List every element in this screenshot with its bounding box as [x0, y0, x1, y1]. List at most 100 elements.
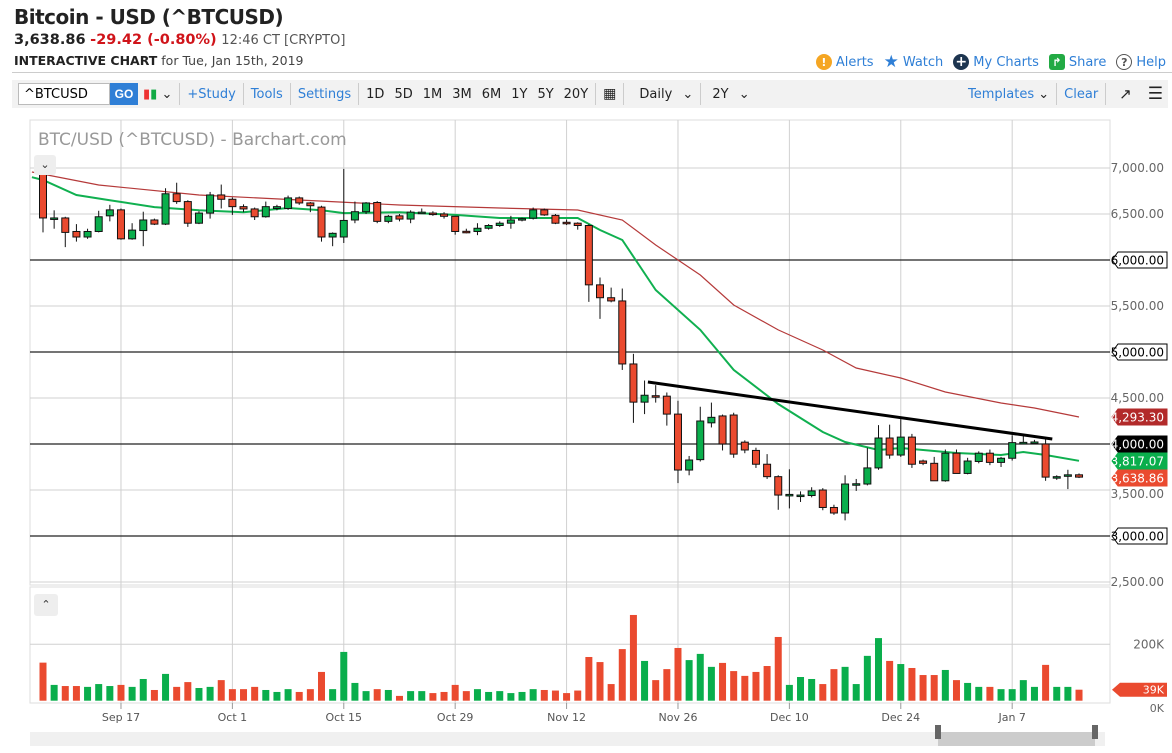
chart-type-dropdown[interactable]: ▮▮ ⌄	[138, 87, 177, 102]
range-5y[interactable]: 5Y	[537, 86, 554, 102]
collapse-price-pane-button[interactable]: ⌄	[34, 155, 56, 175]
volume-bar	[351, 682, 359, 701]
volume-bar	[629, 614, 637, 701]
share-label: Share	[1068, 54, 1107, 70]
candle-up	[94, 216, 103, 232]
help-button[interactable]: ? Help	[1116, 54, 1166, 70]
watch-button[interactable]: ★ Watch	[884, 52, 944, 72]
volume-bar	[574, 690, 582, 701]
candle-up	[785, 493, 794, 497]
y-tick-label: 3,500.00	[1111, 487, 1164, 501]
volume-bar	[429, 693, 437, 701]
y-tick-label: 4,500.00	[1111, 391, 1164, 405]
volume-bar	[919, 675, 927, 701]
volume-bar	[507, 693, 515, 701]
candle-up	[974, 452, 983, 462]
volume-bar	[808, 678, 816, 701]
x-tick-label: Jan 7	[997, 711, 1025, 724]
candle-down	[818, 489, 827, 508]
my-charts-button[interactable]: + My Charts	[953, 54, 1039, 70]
range-20y[interactable]: 20Y	[563, 86, 589, 102]
plus-circle-icon: +	[953, 54, 970, 70]
volume-bar	[39, 662, 47, 701]
volume-bar	[763, 666, 771, 701]
candle-down	[907, 436, 916, 465]
volume-bar	[362, 691, 370, 701]
candle-up	[874, 437, 883, 469]
candle-up	[1008, 442, 1017, 459]
range-1m[interactable]: 1M	[422, 86, 443, 102]
candle-up	[1019, 441, 1028, 445]
header-divider	[12, 72, 1172, 73]
alerts-button[interactable]: ! Alerts	[815, 54, 874, 70]
divider	[700, 83, 702, 105]
menu-icon[interactable]: ☰	[1147, 84, 1163, 104]
chevron-down-icon: ⌄	[1038, 86, 1050, 102]
collapse-volume-pane-button[interactable]: ⌃	[34, 594, 58, 616]
calendar-icon[interactable]: ▦	[603, 86, 617, 102]
price-badge-label: 3,000.00	[1111, 530, 1164, 544]
alert-icon: !	[815, 54, 832, 70]
x-tick-label: Nov 12	[547, 711, 586, 724]
price-badge	[1111, 408, 1168, 426]
volume-bar	[462, 691, 470, 701]
volume-bar	[696, 653, 704, 701]
price-badge	[1111, 469, 1168, 487]
volume-bar	[306, 689, 314, 701]
range-5d[interactable]: 5D	[394, 86, 413, 102]
candlestick-icon-up: ▮	[150, 86, 158, 102]
y-tick-label: 5,500.00	[1111, 299, 1164, 313]
clear-button[interactable]: Clear	[1064, 86, 1099, 102]
range-1y[interactable]: 1Y	[511, 86, 528, 102]
candle-up	[1063, 474, 1072, 477]
volume-bar	[496, 691, 504, 701]
chart-title: BTC/USD (^BTCUSD) - Barchart.com	[38, 130, 347, 150]
share-button[interactable]: ↱ Share	[1048, 54, 1107, 70]
candle-down	[629, 363, 638, 403]
price-chart[interactable]: 7,000.00 6,500.00 5,500.00 4,500.00 3,500.00…	[0, 112, 1172, 753]
price-badge-label: 5,000.00	[1111, 346, 1164, 360]
candle-up	[161, 193, 170, 225]
last-price: 3,638.86	[14, 32, 86, 48]
range-3m[interactable]: 3M	[452, 86, 472, 102]
volume-bar	[774, 636, 782, 701]
candle-up	[50, 217, 59, 220]
candle-down	[662, 395, 671, 415]
candle-down	[985, 452, 994, 463]
tools-button[interactable]: Tools	[250, 86, 283, 102]
volume-bar	[373, 689, 381, 701]
candle-up	[640, 394, 649, 403]
volume-bar	[217, 680, 225, 701]
candle-up	[484, 225, 493, 229]
go-button[interactable]: GO	[110, 83, 138, 105]
volume-badge	[1112, 682, 1167, 697]
range-6m[interactable]: 6M	[481, 86, 502, 102]
chevron-down-icon: ⌄	[682, 86, 694, 102]
volume-bar	[295, 691, 303, 701]
volume-bar	[284, 689, 292, 701]
chevron-down-icon: ⌄	[738, 86, 750, 102]
volume-pane	[29, 586, 1111, 704]
candle-up	[997, 457, 1006, 463]
settings-button[interactable]: Settings	[297, 86, 352, 102]
help-label: Help	[1136, 54, 1166, 70]
divider	[179, 83, 181, 105]
volume-bar	[540, 689, 548, 701]
volume-tick-label: 0K	[1150, 702, 1165, 715]
volume-bar	[395, 695, 403, 701]
templates-dropdown[interactable]: Templates ⌄	[963, 87, 1054, 102]
x-tick-label: Oct 29	[437, 711, 474, 724]
volume-bar	[785, 684, 793, 701]
symbol-input[interactable]	[18, 83, 110, 105]
period-dropdown[interactable]: 2Y ⌄	[707, 87, 754, 102]
scrollbar-track	[30, 732, 1105, 746]
candle-down	[562, 221, 571, 225]
range-1d[interactable]: 1D	[366, 86, 385, 102]
star-icon: ★	[883, 52, 899, 72]
volume-bar	[730, 671, 738, 701]
candle-up	[495, 222, 504, 226]
study-button[interactable]: +Study	[187, 86, 236, 102]
interval-dropdown[interactable]: Daily ⌄	[634, 87, 698, 102]
candle-up	[194, 212, 203, 224]
expand-icon[interactable]: ↗	[1119, 85, 1132, 103]
